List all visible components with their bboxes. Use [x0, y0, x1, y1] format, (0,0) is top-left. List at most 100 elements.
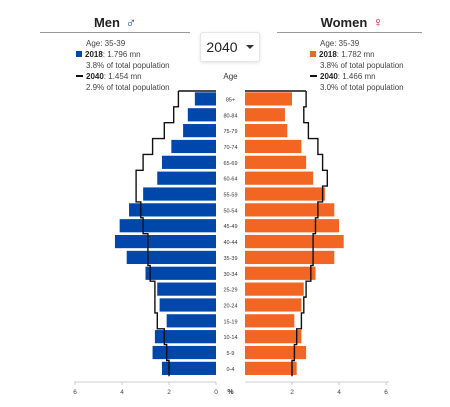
age-tick-label: 35-39 [223, 256, 237, 262]
age-tick-label: 30-34 [223, 272, 237, 278]
women-2040-outline [291, 91, 328, 377]
women-2040-share: 3.0% of total population [320, 83, 404, 92]
women-2018-bar [245, 345, 307, 360]
women-2018-bar [245, 282, 304, 296]
female-symbol-icon: ♀ [372, 14, 384, 30]
men-2018-bar [166, 314, 216, 328]
women-2018-bar [245, 187, 325, 201]
women-2018-bar [245, 266, 316, 280]
men-x-tick-label: 2 [167, 389, 171, 396]
women-2018-bar [245, 298, 302, 312]
women-age-label: Age: 35-39 [320, 39, 360, 48]
men-2018-value: : 1.796 mn [102, 50, 141, 59]
women-2018-row: 2018: 1.782 mn [310, 49, 404, 60]
women-2018-bar [245, 108, 285, 122]
age-tick-label: 25-29 [223, 288, 237, 294]
age-tick-label: 80-84 [223, 113, 237, 119]
men-2018-share: 3.8% of total population [86, 61, 170, 70]
women-header-rule [277, 32, 422, 33]
men-age-label: Age: 35-39 [86, 39, 126, 48]
women-x-tick-label: 4 [337, 389, 341, 396]
men-2018-bar [129, 203, 216, 217]
women-2018-share: 3.8% of total population [320, 61, 404, 70]
men-2040-line-icon [76, 75, 83, 77]
men-x-tick-label: 6 [73, 389, 77, 396]
women-2018-bar [245, 139, 302, 154]
women-2018-bar [245, 155, 307, 169]
men-x-tick-label: 4 [120, 389, 124, 396]
men-2040-year: 2040 [86, 72, 104, 81]
age-tick-label: 5-9 [227, 351, 235, 357]
age-tick-label: 0-4 [227, 367, 235, 373]
women-2018-bar [245, 92, 292, 106]
age-tick-label: 70-74 [223, 145, 237, 151]
men-2018-bar [157, 282, 216, 296]
women-x-tick-label: 2 [290, 389, 294, 396]
women-title: Women [320, 15, 368, 30]
men-header: Men ♂ [40, 14, 190, 30]
women-2018-bar [245, 234, 344, 249]
age-tick-label: 85+ [226, 97, 235, 103]
men-2018-bar [161, 155, 216, 169]
women-2018-bar [245, 361, 297, 375]
caret-down-icon [245, 45, 254, 49]
men-2018-bar [187, 108, 216, 122]
women-header: Women ♀ [277, 14, 427, 30]
women-2040-row: 2040: 1.466 mn [310, 71, 404, 82]
age-tick-label: 45-49 [223, 224, 237, 230]
men-2018-row: 2018: 1.796 mn [76, 49, 170, 60]
age-tick-label: 50-54 [223, 208, 237, 214]
men-2018-bar [114, 234, 216, 249]
men-2040-value: : 1.454 mn [103, 72, 142, 81]
women-2018-bar [245, 330, 302, 344]
men-2040-row: 2040: 1.454 mn [76, 71, 170, 82]
women-2040-line-icon [310, 75, 317, 77]
men-2018-bar [161, 361, 216, 375]
year-selector[interactable]: 2040 [200, 32, 260, 62]
men-2018-year: 2018 [85, 50, 103, 59]
age-tick-label: 40-44 [223, 240, 237, 246]
male-symbol-icon: ♂ [125, 14, 137, 30]
women-2018-year: 2018 [319, 50, 337, 59]
men-2018-bar [154, 330, 216, 344]
men-2018-bar [143, 187, 216, 201]
women-2018-bar [245, 171, 314, 185]
women-2018-bar [245, 203, 335, 217]
men-2018-bar [126, 250, 216, 265]
women-2018-bar [245, 314, 295, 328]
men-2040-share: 2.9% of total population [86, 83, 170, 92]
men-2018-bar [171, 139, 216, 154]
men-2040-outline [135, 91, 180, 377]
women-2018-bar [245, 250, 335, 265]
men-2018-bar [157, 171, 216, 185]
year-selector-value: 2040 [206, 39, 238, 55]
men-x-tick-label: 0 [214, 389, 218, 396]
men-info-panel: Age: 35-39 2018: 1.796 mn 3.8% of total … [76, 38, 170, 93]
age-tick-label: 75-79 [223, 129, 237, 135]
women-2018-bar [245, 124, 288, 138]
women-info-panel: Age: 35-39 2018: 1.782 mn 3.8% of total … [310, 38, 404, 93]
men-2018-bar [159, 298, 216, 312]
men-2018-bar [119, 219, 216, 233]
men-2018-bar [145, 266, 216, 280]
women-2018-swatch-icon [310, 51, 316, 57]
men-2018-bar [194, 92, 216, 106]
age-axis-title: Age [223, 72, 238, 81]
age-tick-label: 55-59 [223, 193, 237, 199]
age-tick-label: 10-14 [223, 335, 237, 341]
women-2040-year: 2040 [320, 72, 338, 81]
men-2018-bar [183, 124, 216, 138]
age-tick-label: 15-19 [223, 319, 237, 325]
age-tick-label: 60-64 [223, 177, 237, 183]
age-tick-label: 20-24 [223, 303, 237, 309]
men-2018-swatch-icon [76, 51, 82, 57]
men-title: Men [93, 15, 120, 30]
women-2018-value: : 1.782 mn [336, 50, 375, 59]
men-2018-bar [152, 345, 216, 360]
women-x-tick-label: 6 [384, 389, 388, 396]
men-header-rule [40, 32, 190, 33]
x-unit-label: % [227, 389, 234, 396]
age-tick-label: 65-69 [223, 161, 237, 167]
women-2018-bar [245, 219, 339, 233]
